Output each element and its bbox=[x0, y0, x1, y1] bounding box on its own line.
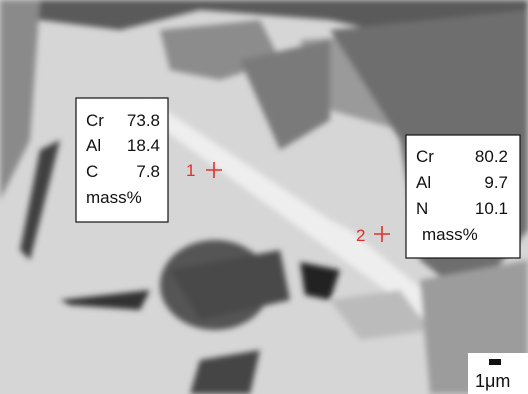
point-label: 2 bbox=[356, 226, 365, 245]
value: 73.8 bbox=[127, 111, 160, 130]
annotation-1: Cr 73.8 Al 18.4 C 7.8 mass% bbox=[76, 98, 168, 222]
point-label: 1 bbox=[186, 161, 195, 180]
value: 80.2 bbox=[475, 147, 508, 166]
scale-label: 1μm bbox=[475, 371, 510, 391]
element: N bbox=[416, 199, 428, 218]
element: Al bbox=[416, 173, 431, 192]
unit: mass% bbox=[422, 225, 478, 244]
scale-line bbox=[489, 359, 501, 365]
page: {"annotations": [ {"lines": [{"element":… bbox=[0, 0, 528, 394]
element: Cr bbox=[86, 111, 104, 130]
annotation-2: Cr 80.2 Al 9.7 N 10.1 mass% bbox=[406, 135, 520, 258]
element: Al bbox=[86, 136, 101, 155]
value: 18.4 bbox=[127, 136, 160, 155]
scale-bar: 1μm bbox=[468, 353, 528, 394]
value: 7.8 bbox=[136, 162, 160, 181]
unit: mass% bbox=[86, 188, 142, 207]
micrograph: Cr 73.8 Al 18.4 C 7.8 mass% Cr 80.2 Al 9… bbox=[0, 0, 528, 394]
value: 10.1 bbox=[475, 199, 508, 218]
element: C bbox=[86, 162, 98, 181]
value: 9.7 bbox=[484, 173, 508, 192]
element: Cr bbox=[416, 147, 434, 166]
